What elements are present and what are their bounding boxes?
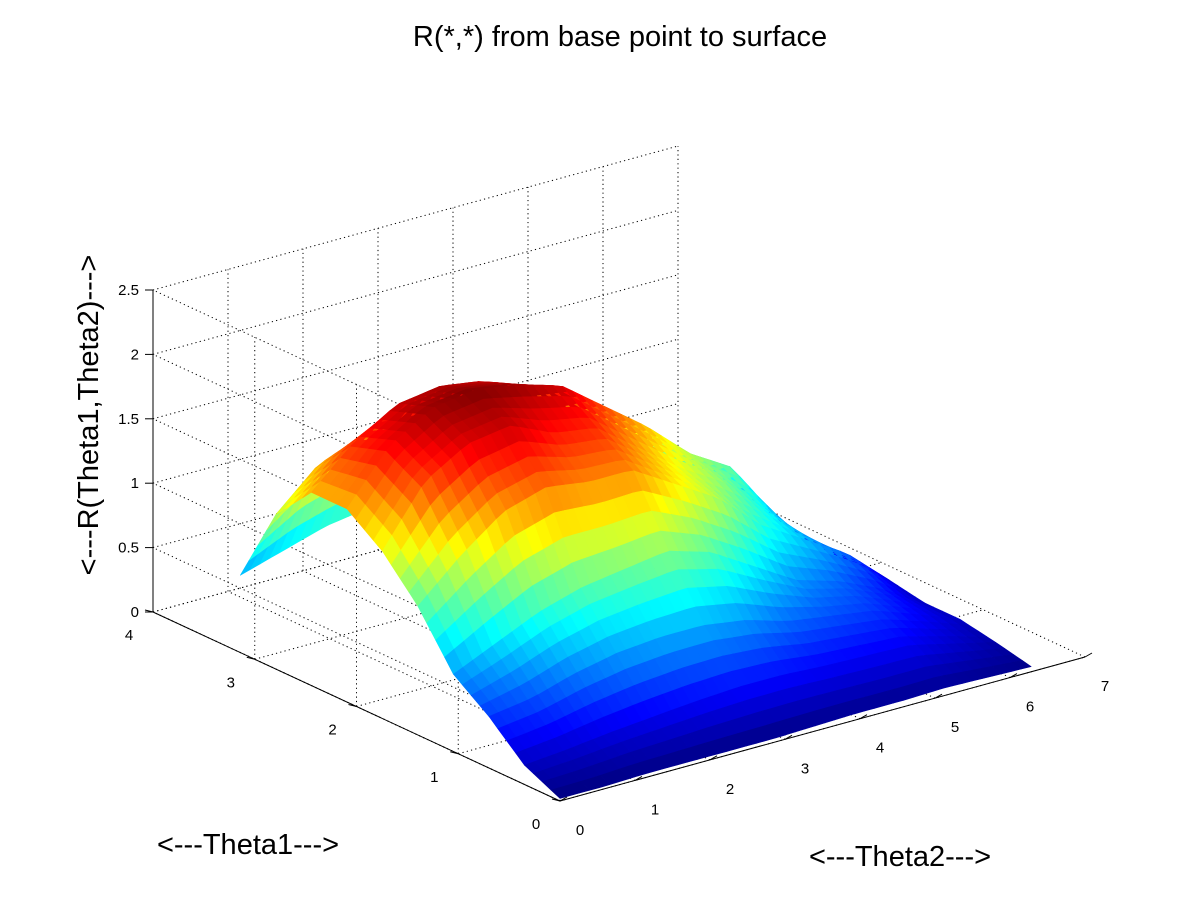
y-tick-label: 1 [430,769,438,786]
x-tick-mark [634,775,643,781]
z-tick-label: 1 [131,475,139,492]
grid-line [152,209,679,355]
z-tick-label: 1.5 [118,411,139,428]
x-tick-mark [1084,652,1093,658]
y-tick-label: 3 [227,674,235,691]
x-axis-label: <---Theta2---> [809,841,991,873]
x-tick-mark [709,755,718,761]
surface-layer [240,381,1032,799]
x-tick-label: 0 [576,822,584,839]
x-tick-label: 1 [651,801,659,818]
y-tick-mark [348,704,357,707]
x-tick-label: 6 [1026,699,1034,716]
x-tick-label: 7 [1101,678,1109,695]
x-tick-mark [559,796,568,802]
y-tick-label: 0 [532,816,540,833]
z-tick-label: 2.5 [118,282,139,299]
tick-layer: 0 1 2 3 4 5 6 7 0 1 2 3 4 0 0.5 1 1.5 2 2.5 [118,282,1109,839]
x-tick-mark [784,734,793,740]
grid-line [152,338,679,484]
y-axis-label: <---Theta1---> [157,829,339,861]
z-tick-label: 0 [131,604,139,621]
x-tick-mark [934,693,943,699]
chart-title: R(*,*) from base point to surface [413,21,827,53]
y-tick-mark [450,751,459,755]
x-tick-label: 3 [801,760,809,777]
grid-line [152,145,679,291]
surface-patch [1012,660,1032,670]
y-tick-mark [551,798,561,802]
z-tick-label: 2 [131,346,139,363]
grid-line [152,274,679,420]
x-tick-mark [1009,673,1018,679]
y-tick-label: 4 [125,627,133,644]
axis-layer [144,289,1093,802]
x-axis-line [559,656,1086,802]
x-tick-label: 4 [876,740,884,757]
z-tick-label: 0.5 [118,540,139,557]
y-tick-label: 2 [328,722,336,739]
z-axis-label: <---R(Theta1,Theta2)---> [73,255,105,576]
y-tick-mark [246,656,255,660]
x-tick-label: 2 [726,781,734,798]
x-tick-mark [859,714,868,720]
x-tick-label: 5 [951,719,959,736]
